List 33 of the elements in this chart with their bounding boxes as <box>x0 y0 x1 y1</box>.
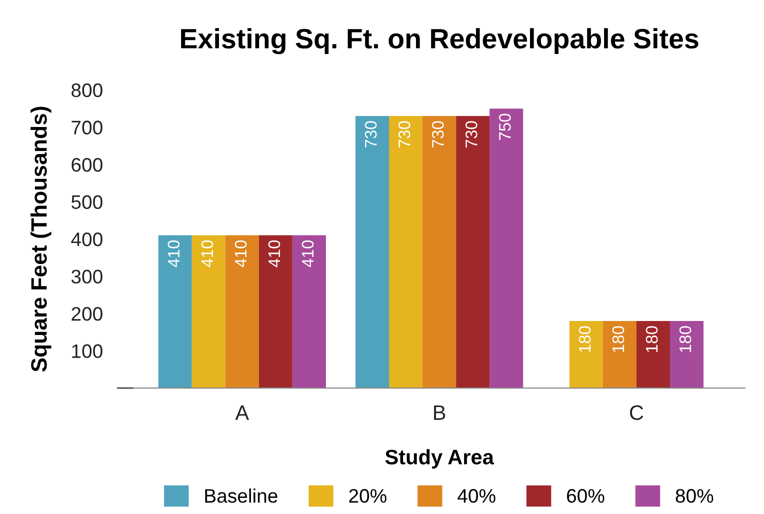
legend-label: Baseline <box>205 488 278 503</box>
x-tick-label: C <box>630 405 644 420</box>
data-label: 730 <box>432 121 444 148</box>
x-axis-title: Study Area <box>385 449 494 469</box>
data-label: 180 <box>612 326 624 352</box>
data-label: 410 <box>302 240 314 268</box>
chart-title: Existing Sq. Ft. on Redevelopable Sites <box>181 28 698 54</box>
legend-label: 60% <box>567 489 604 503</box>
data-label: 410 <box>168 240 180 268</box>
x-tick-label: A <box>235 406 250 420</box>
y-tick-label: 600 <box>72 158 102 172</box>
data-label: 180 <box>646 326 658 352</box>
data-label: 730 <box>398 121 410 148</box>
y-tick-label: 300 <box>71 270 102 284</box>
y-tick-label: 400 <box>71 232 102 246</box>
data-label: 730 <box>465 121 478 148</box>
y-tick-label: 800 <box>72 83 102 98</box>
legend-label: 20% <box>349 489 386 503</box>
y-tick-label: 100 <box>72 344 102 358</box>
y-tick-label: 200 <box>72 307 102 321</box>
y-axis-title: Square Feet (Thousands) <box>30 106 52 372</box>
legend-label: 80% <box>676 489 714 503</box>
data-label: 180 <box>578 326 591 352</box>
data-label: 410 <box>234 240 247 268</box>
data-label: 750 <box>499 114 511 140</box>
y-tick-label: 500 <box>71 195 102 209</box>
data-label: 180 <box>679 326 692 352</box>
x-tick-label: B <box>434 406 446 420</box>
data-label: 410 <box>268 240 280 268</box>
data-label: 410 <box>201 240 214 268</box>
y-tick-label: 700 <box>72 120 102 134</box>
legend-label: 40% <box>458 489 496 503</box>
data-label: 730 <box>364 121 377 148</box>
